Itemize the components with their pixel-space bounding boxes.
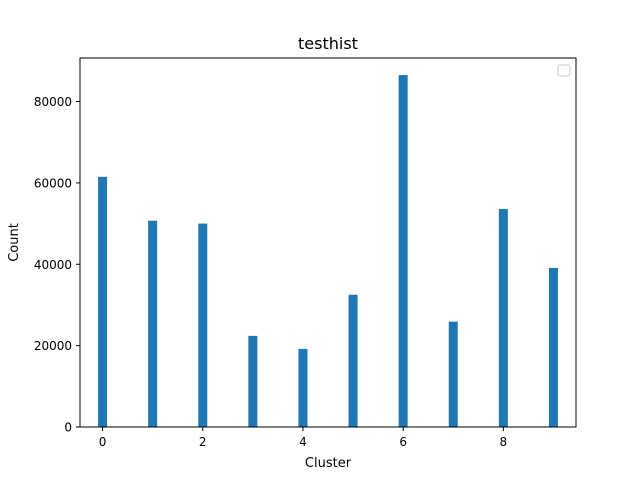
x-tick-label: 4 xyxy=(299,435,307,449)
bar-cluster-5 xyxy=(348,294,358,427)
legend-box xyxy=(557,64,571,77)
y-tick-label: 20000 xyxy=(34,339,72,353)
bar-cluster-6 xyxy=(398,75,408,427)
x-axis-label: Cluster xyxy=(305,456,352,471)
x-tick-label: 2 xyxy=(199,435,207,449)
y-tick-label: 0 xyxy=(64,421,72,435)
bar-cluster-7 xyxy=(448,321,458,427)
x-tick-label: 6 xyxy=(399,435,407,449)
axes-frame xyxy=(79,57,577,428)
y-tick-label: 60000 xyxy=(34,176,72,190)
bar-cluster-3 xyxy=(248,335,258,427)
y-tick-label: 40000 xyxy=(34,258,72,272)
x-tick-label: 0 xyxy=(99,435,107,449)
x-tick-label: 8 xyxy=(500,435,508,449)
bar-cluster-2 xyxy=(198,223,208,427)
bars-group xyxy=(98,75,558,427)
bar-cluster-0 xyxy=(98,176,108,427)
bar-cluster-1 xyxy=(148,220,158,427)
x-ticks-group: 0 2 4 6 8 xyxy=(99,427,507,449)
bar-cluster-9 xyxy=(548,267,558,427)
y-tick-label: 80000 xyxy=(34,95,72,109)
y-axis-label: Count xyxy=(7,223,22,262)
bar-cluster-8 xyxy=(498,208,508,427)
y-ticks-group: 0 20000 40000 60000 80000 xyxy=(34,95,80,435)
bar-cluster-4 xyxy=(298,348,308,427)
chart-title: testhist xyxy=(298,34,358,53)
